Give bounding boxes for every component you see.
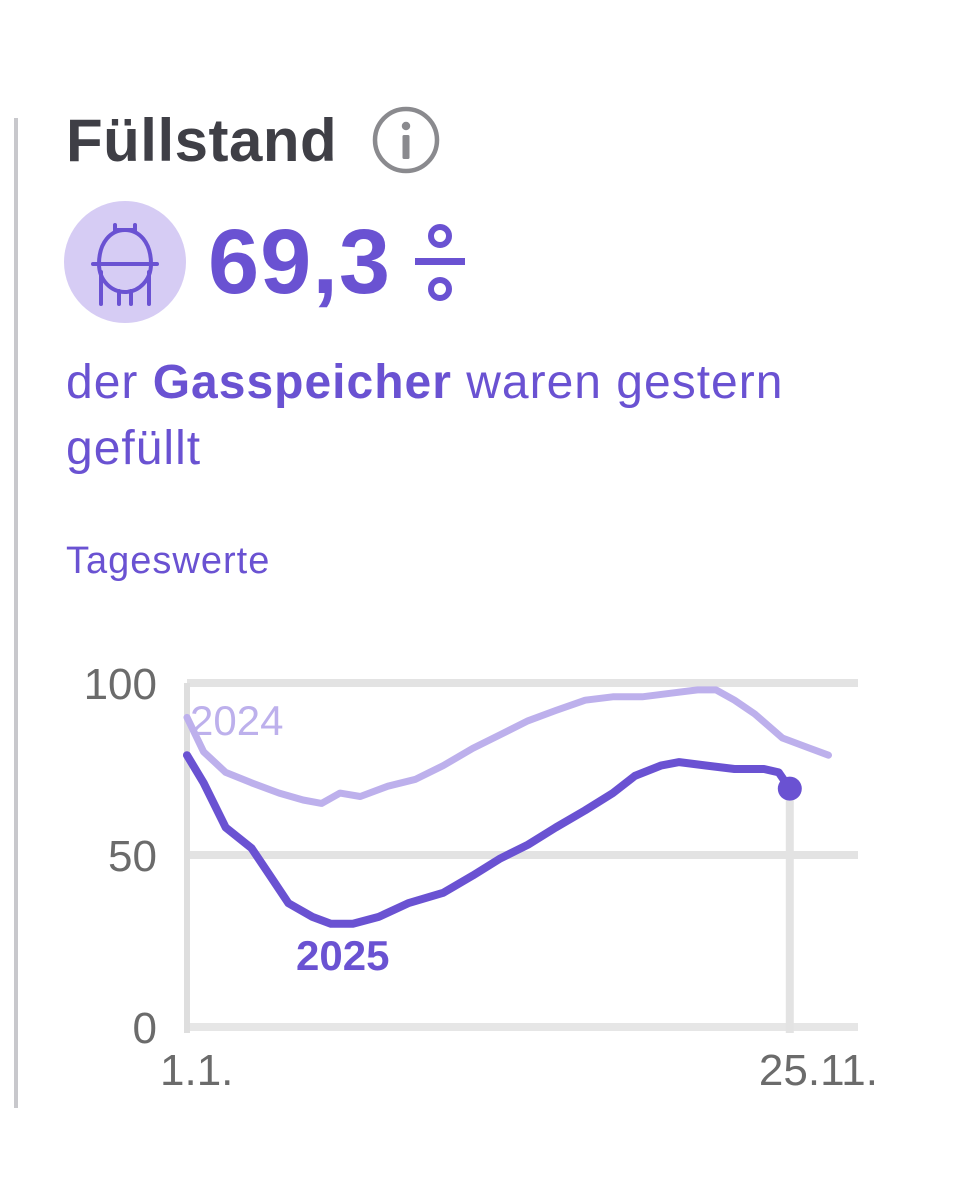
y-tick-label: 0 — [133, 1004, 157, 1053]
info-icon[interactable] — [371, 105, 441, 175]
page-title: Füllstand — [66, 106, 338, 174]
series-line-2025 — [183, 751, 794, 928]
description-prefix: der — [66, 356, 153, 409]
x-tick-label-end: 25.11. — [759, 1046, 878, 1095]
fill-level-summary: 69,3 — [64, 201, 467, 323]
description-suffix: waren gestern gefüllt — [66, 356, 784, 475]
chart-subtitle: Tageswerte — [66, 540, 271, 582]
percent-sign — [415, 224, 466, 301]
series-label-2024: 2024 — [190, 697, 283, 744]
latest-value-point — [777, 776, 802, 801]
fill-level-description: der Gasspeicher waren gestern gefüllt — [66, 350, 926, 482]
x-tick-label-start: 1.1. — [160, 1046, 233, 1095]
description-gasspeicher: Gasspeicher — [152, 356, 452, 409]
series-line-2024 — [183, 686, 832, 807]
gas-storage-tank-icon — [91, 223, 159, 306]
gas-storage-badge — [64, 201, 186, 323]
y-tick-label: 50 — [108, 832, 157, 881]
fill-level-value: 69,3 — [208, 210, 392, 313]
left-divider — [14, 118, 18, 1108]
series-label-2025: 2025 — [296, 932, 389, 979]
y-tick-label: 100 — [84, 660, 157, 709]
header: Füllstand — [66, 100, 441, 180]
